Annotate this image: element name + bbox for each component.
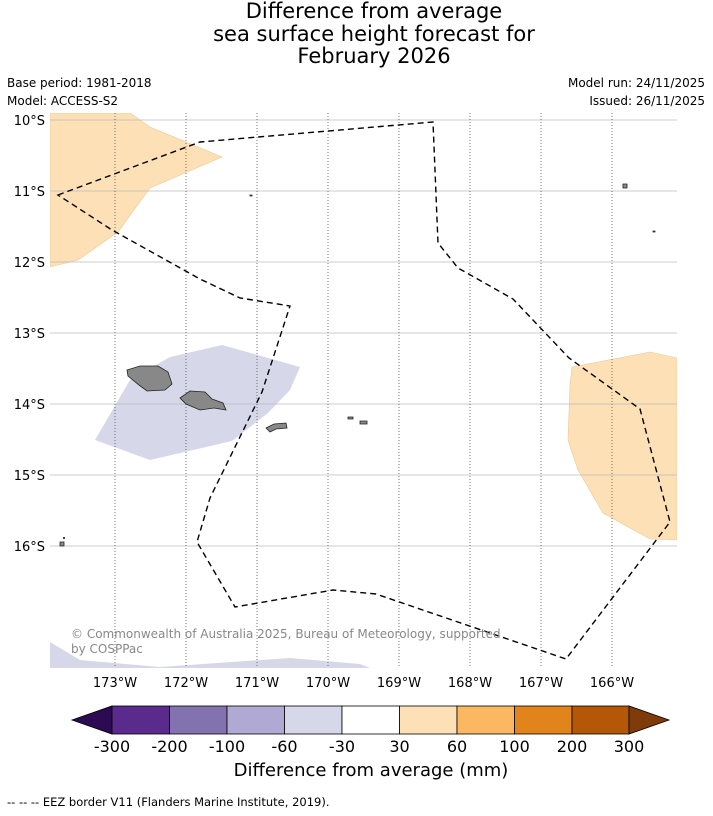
manua-islands-a: [347, 416, 354, 420]
lat-label-13s: 13°S: [14, 327, 45, 342]
cb-tick--100: -100: [209, 737, 245, 756]
lat-label-15s: 15°S: [14, 469, 45, 484]
colorbar-segment-30-60-neg: [284, 705, 343, 735]
negative-anomaly-region-south: [50, 642, 370, 668]
eez-legend-text: -- -- -- EEZ border V11 (Flanders Marine…: [7, 795, 330, 809]
islet-east: [652, 230, 656, 233]
colorbar-label: Difference from average (mm): [233, 760, 509, 781]
copyright-line-1: © Commonwealth of Australia 2025, Bureau…: [71, 627, 501, 641]
niuafoou-island: [59, 541, 65, 547]
lon-label-170w: 170°W: [306, 676, 350, 691]
manua-islands-b: [359, 420, 368, 425]
copyright-line-2: by COSPPac: [71, 642, 143, 656]
colorbar-segment-200-300-pos: [571, 705, 630, 735]
base-period: Base period: 1981-2018: [7, 76, 152, 90]
chart-title: Difference from average sea surface heig…: [0, 0, 713, 68]
lon-label-167w: 167°W: [519, 676, 563, 691]
lon-label-173w: 173°W: [93, 676, 137, 691]
map-panel: [50, 113, 677, 668]
colorbar-segment-60-100-pos: [456, 705, 515, 735]
issued-date: Issued: 26/11/2025: [589, 94, 705, 108]
colorbar-segment-100-200-pos: [514, 705, 573, 735]
cb-tick-200: 200: [557, 737, 588, 756]
title-line-3: February 2026: [297, 44, 451, 68]
model-name: Model: ACCESS-S2: [7, 94, 119, 108]
cb-tick-300: 300: [614, 737, 645, 756]
lon-label-166w: 166°W: [590, 676, 634, 691]
latitude-labels: 10°S 11°S 12°S 13°S 14°S 15°S 16°S: [14, 114, 45, 555]
colorbar-segment-30-60-pos: [399, 705, 458, 735]
copyright-notice: © Commonwealth of Australia 2025, Bureau…: [71, 627, 501, 656]
lat-label-14s: 14°S: [14, 398, 45, 413]
latitude-gridlines: [50, 119, 677, 547]
lon-label-168w: 168°W: [448, 676, 492, 691]
colorbar-segment-60-100: [226, 705, 285, 735]
savaii-island: [126, 365, 173, 392]
colorbar-segment-neutral: [341, 705, 400, 735]
upolu-island: [179, 390, 227, 411]
cb-tick-30: 30: [389, 737, 409, 756]
colorbar-segment-100-200: [169, 705, 228, 735]
meta-left: Base period: 1981-2018 Model: ACCESS-S2: [7, 74, 152, 110]
title-line-1: Difference from average: [245, 0, 503, 23]
cb-tick-100: 100: [499, 737, 530, 756]
longitude-gridlines: [114, 113, 613, 668]
longitude-labels: 173°W 172°W 171°W 170°W 169°W 168°W 167°…: [93, 676, 634, 691]
model-run: Model run: 24/11/2025: [567, 76, 705, 90]
swains-island: [249, 194, 253, 197]
lon-label-169w: 169°W: [377, 676, 421, 691]
tokelau-atoll: [622, 183, 628, 189]
land-masses: [59, 183, 656, 547]
small-island-dot: [63, 537, 65, 539]
lat-label-12s: 12°S: [14, 256, 45, 271]
cb-tick--200: -200: [151, 737, 187, 756]
title-line-2: sea surface height forecast for: [213, 21, 535, 46]
positive-anomaly-region-northwest: [50, 113, 223, 268]
colorbar-segment-200-300: [111, 705, 170, 735]
cb-tick--300: -300: [94, 737, 130, 756]
lat-label-11s: 11°S: [14, 185, 45, 200]
colorbar: [70, 705, 671, 735]
lat-label-10s: 10°S: [14, 114, 45, 129]
colorbar-extend-low: [70, 705, 113, 735]
cb-tick--30: -30: [329, 737, 355, 756]
eez-border: [56, 121, 671, 660]
colorbar-extend-high: [628, 705, 671, 735]
lon-label-172w: 172°W: [164, 676, 208, 691]
cb-tick-60: 60: [447, 737, 467, 756]
lon-label-171w: 171°W: [235, 676, 279, 691]
colorbar-tick-labels: -300 -200 -100 -60 -30 30 60 100 200 300: [94, 737, 644, 756]
cb-tick--60: -60: [271, 737, 297, 756]
lat-label-16s: 16°S: [14, 540, 45, 555]
tutuila-island: [265, 422, 288, 433]
meta-right: Model run: 24/11/2025 Issued: 26/11/2025: [568, 74, 705, 110]
positive-anomaly-region-east: [567, 351, 677, 541]
